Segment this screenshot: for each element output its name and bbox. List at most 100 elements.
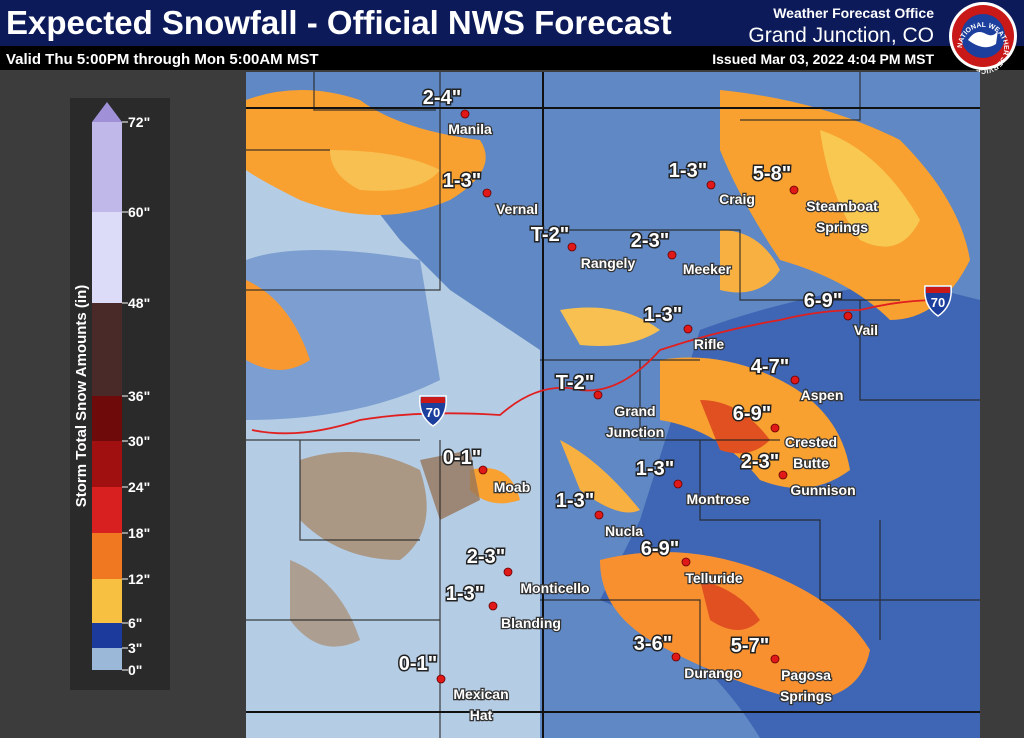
snow-amount: 6-9" <box>804 290 842 312</box>
snow-amount: 2-4" <box>423 87 461 109</box>
city: Montrose 1-3" <box>634 457 751 509</box>
city-dot <box>593 390 603 400</box>
city-name: Aspen <box>801 387 844 403</box>
city-name: Grand <box>614 403 655 419</box>
legend-tick-label: 6" <box>128 615 142 631</box>
subtitle: Valid Thu 5:00PM through Mon 5:00AM MST <box>6 51 319 68</box>
subtitle-bar <box>0 46 1024 70</box>
city: Moab 0-1" <box>441 446 531 497</box>
city-dot <box>460 109 470 119</box>
legend-tick-label: 18" <box>128 525 150 541</box>
city-name: Rifle <box>694 336 725 352</box>
legend-tick-label: 48" <box>128 295 150 311</box>
city: Craig 1-3" <box>667 159 756 209</box>
city-dot <box>488 601 498 611</box>
snow-amount: 6-9" <box>641 538 679 560</box>
legend-band <box>92 441 122 487</box>
city-dot <box>789 185 799 195</box>
snow-amount: 5-8" <box>753 163 791 185</box>
legend-band <box>92 303 122 396</box>
city-name: Durango <box>684 665 742 681</box>
snow-amount: 5-7" <box>731 635 769 657</box>
issued: Issued Mar 03, 2022 4:04 PM MST <box>712 51 934 67</box>
city-name: Springs <box>816 219 868 235</box>
office-name: Grand Junction, CO <box>748 24 934 47</box>
legend-tick-label: 30" <box>128 433 150 449</box>
city-name: Butte <box>793 455 829 471</box>
city: Gunnison 2-3" <box>739 450 857 500</box>
city-name: Crested <box>785 434 837 450</box>
legend-tick-label: 72" <box>128 114 150 130</box>
city: Durango 3-6" <box>632 632 743 683</box>
city: Manila 2-4" <box>421 86 493 139</box>
city-dot <box>482 188 492 198</box>
legend-band <box>92 212 122 303</box>
snow-amount: 0-1" <box>443 447 481 469</box>
city-name: Pagosa <box>781 667 831 683</box>
legend-tick-label: 60" <box>128 204 150 220</box>
legend-band <box>92 487 122 533</box>
city: Monticello 2-3" <box>465 545 591 598</box>
snow-amount: 0-1" <box>399 653 437 675</box>
city-dot <box>478 465 488 475</box>
snow-amount: T-2" <box>531 224 569 246</box>
legend-tick-label: 3" <box>128 640 142 656</box>
city-name: Springs <box>780 688 832 704</box>
city-name: Mexican <box>453 686 508 702</box>
snow-amount: 2-3" <box>631 230 669 252</box>
shield-layer: 70 70 <box>419 285 952 427</box>
city-dot <box>770 423 780 433</box>
legend-band <box>92 396 122 441</box>
header-bar <box>0 0 1024 46</box>
city-name: Rangely <box>581 255 636 271</box>
city-dot <box>503 567 513 577</box>
city-name: Gunnison <box>790 482 855 498</box>
snow-amount: 3-6" <box>634 633 672 655</box>
city-name: Meeker <box>683 261 732 277</box>
city: Nucla 1-3" <box>554 489 644 541</box>
city: Blanding 1-3" <box>444 582 562 633</box>
city: Telluride 6-9" <box>639 537 744 588</box>
city: Vernal 1-3" <box>441 169 539 219</box>
snow-amount: 1-3" <box>446 583 484 605</box>
city-name: Junction <box>606 424 664 440</box>
snow-amount: 1-3" <box>669 160 707 182</box>
snow-amount: T-2" <box>556 372 594 394</box>
city: Crested Butte 6-9" <box>731 402 838 473</box>
city: Rifle 1-3" <box>642 303 725 354</box>
city: Meeker 2-3" <box>629 229 733 279</box>
snow-amount: 1-3" <box>443 170 481 192</box>
city-dot <box>681 557 691 567</box>
shield-number: 70 <box>931 295 945 310</box>
city-dot <box>673 479 683 489</box>
city-dot <box>790 375 800 385</box>
city-name: Vail <box>854 322 878 338</box>
legend-tick-label: 24" <box>128 479 150 495</box>
office-line: Weather Forecast Office <box>773 5 934 21</box>
city-dot <box>671 652 681 662</box>
snow-amount: 1-3" <box>556 490 594 512</box>
legend-band <box>92 122 122 212</box>
snow-amount: 2-3" <box>467 546 505 568</box>
city-name: Monticello <box>520 580 589 596</box>
shield-shape <box>419 395 447 427</box>
city-dot <box>436 674 446 684</box>
legend-band <box>92 648 122 670</box>
city: Aspen 4-7" <box>749 355 844 405</box>
snow-amount: 1-3" <box>644 304 682 326</box>
city-dot <box>667 250 677 260</box>
city-dot <box>683 324 693 334</box>
map <box>246 72 980 738</box>
interstate-shield: 70 <box>924 285 952 317</box>
city-layer: Manila 2-4" Vernal 1-3" Craig 1-3" Steamboat Sp… <box>397 86 879 725</box>
city: Rangely T-2" <box>529 223 636 273</box>
snow-amount: 1-3" <box>636 458 674 480</box>
interstate-shield: 70 <box>419 395 447 427</box>
shield-top <box>926 287 950 293</box>
legend-band <box>92 533 122 579</box>
city-name: Steamboat <box>806 198 878 214</box>
city-name: Manila <box>448 121 492 137</box>
city-dot <box>706 180 716 190</box>
